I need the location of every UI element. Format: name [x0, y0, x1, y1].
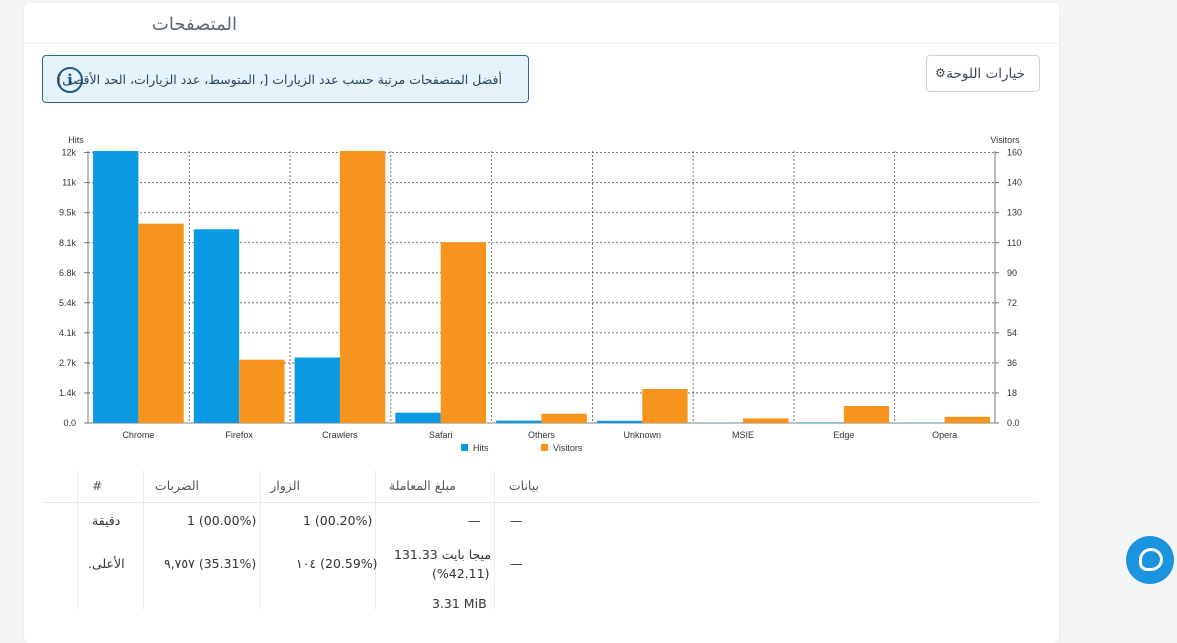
cell-amount: —	[468, 513, 481, 528]
bar-visitors	[642, 389, 687, 423]
left-tick-label: 6.8k	[59, 268, 77, 278]
right-tick-label: 130	[1007, 208, 1022, 218]
category-label: Unknown	[624, 430, 662, 440]
th-visitors[interactable]: الزوار	[270, 478, 300, 493]
right-tick-label: 36	[1007, 358, 1017, 368]
right-tick-label: 90	[1007, 268, 1017, 278]
right-tick-label: 140	[1007, 178, 1022, 188]
left-tick-label: 9.5k	[59, 208, 77, 218]
chat-bubble-icon	[1139, 548, 1163, 571]
bar-visitors	[945, 417, 990, 423]
right-tick-label: 54	[1007, 328, 1017, 338]
right-tick-label: 18	[1007, 388, 1017, 398]
cell-amount-pct: (%42.11)	[432, 566, 489, 581]
left-tick-label: 8.1k	[59, 238, 77, 248]
cell-hits: 1 (00.00%)	[187, 513, 256, 528]
bar-hits	[798, 422, 843, 423]
category-label: Firefox	[225, 430, 253, 440]
cell-data: —	[510, 513, 523, 528]
cell-visitors: ١٠٤ (20.59%)	[296, 556, 378, 571]
legend-label-hits: Hits	[473, 443, 489, 453]
right-tick-label: 110	[1007, 238, 1021, 248]
browsers-chart: 0.0 0.0 1.4k 18 2.7k 36 4.1k 54 5.4k 72 6.8k 90 8.1k…	[0, 0, 1177, 470]
left-tick-label: 4.1k	[59, 328, 77, 338]
right-tick-label: 72	[1007, 298, 1017, 308]
left-tick-label: 12k	[61, 148, 76, 158]
category-label: Others	[528, 430, 556, 440]
chat-button[interactable]	[1126, 536, 1174, 584]
col-divider	[375, 470, 376, 610]
bar-hits	[194, 229, 239, 423]
left-axis-label: Hits	[68, 135, 84, 145]
left-tick-label: 1.4k	[59, 388, 77, 398]
th-amount[interactable]: مبلغ المعاملة	[389, 478, 456, 493]
left-tick-label: 11k	[62, 178, 76, 188]
category-label: Safari	[429, 430, 453, 440]
category-label: Opera	[932, 430, 957, 440]
left-tick-label: 5.4k	[59, 298, 77, 308]
th-num[interactable]: #	[92, 478, 102, 493]
right-tick-label: 160	[1007, 148, 1022, 158]
th-data[interactable]: بيانات	[509, 478, 539, 493]
legend-swatch-hits	[461, 444, 468, 451]
right-axis-label: Visitors	[990, 135, 1020, 145]
bar-hits	[93, 151, 138, 423]
bar-hits	[295, 357, 340, 423]
cell-visitors: 1 (00.20%)	[303, 513, 372, 528]
cell-amount: ميجا بايت 131.33	[394, 547, 491, 562]
right-tick-label: 0.0	[1007, 418, 1020, 428]
col-divider	[77, 470, 78, 610]
bar-visitors	[743, 418, 788, 423]
category-label: Edge	[833, 430, 854, 440]
cell-num: دقيقة	[92, 513, 120, 528]
bar-visitors	[138, 224, 183, 423]
bar-visitors	[239, 360, 284, 423]
legend-label-visitors: Visitors	[553, 443, 583, 453]
col-divider	[494, 470, 495, 610]
cell-num: الأعلى.	[88, 556, 125, 571]
bar-hits	[496, 421, 541, 423]
bar-hits	[597, 421, 642, 423]
cell-data: —	[510, 556, 523, 571]
bar-visitors	[844, 406, 889, 423]
bar-visitors	[542, 414, 587, 423]
bar-visitors	[340, 151, 385, 423]
col-divider	[143, 470, 144, 610]
col-divider	[260, 470, 261, 610]
category-label: MSIE	[732, 430, 754, 440]
category-label: Chrome	[122, 430, 154, 440]
legend-swatch-visitors	[541, 444, 548, 451]
bar-hits	[395, 413, 440, 423]
left-tick-label: 0.0	[63, 418, 76, 428]
bar-visitors	[441, 242, 486, 423]
cell-hits: ٩,٧٥٧ (35.31%)	[164, 556, 256, 571]
th-hits[interactable]: الضربات	[155, 478, 199, 493]
category-label: Crawlers	[322, 430, 358, 440]
left-tick-label: 2.7k	[59, 358, 77, 368]
